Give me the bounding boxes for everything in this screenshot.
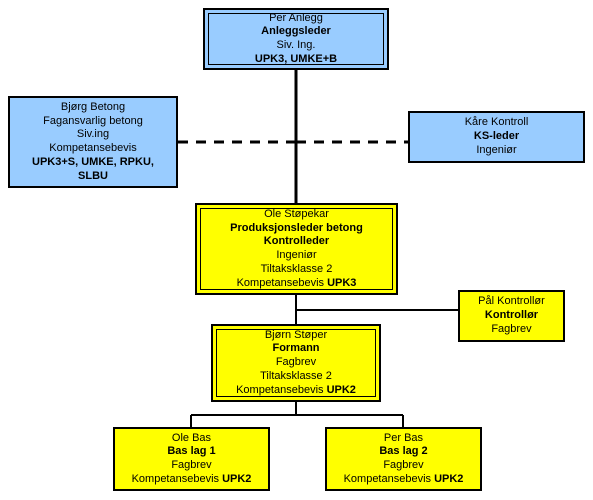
node-bas2-line: Bas lag 2 <box>379 445 427 459</box>
node-betong-line: Siv.ing <box>77 128 109 142</box>
node-anlegg-line: Siv. Ing. <box>277 39 316 53</box>
node-kontrollor-line: Pål Kontrollør <box>478 295 545 309</box>
node-anlegg-line: Per Anlegg <box>269 12 323 26</box>
node-anlegg-line: UPK3, UMKE+B <box>255 53 337 67</box>
node-stoper: Bjørn StøperFormannFagbrevTiltaksklasse … <box>211 324 381 402</box>
node-kontrollor: Pål KontrollørKontrollørFagbrev <box>458 290 565 342</box>
node-betong-line: Fagansvarlig betong <box>43 115 143 129</box>
node-bas2: Per BasBas lag 2FagbrevKompetansebevis U… <box>325 427 482 491</box>
node-kontroll-line: Ingeniør <box>476 144 516 158</box>
node-kontroll-line: KS-leder <box>474 130 519 144</box>
node-kontrollor-line: Kontrollør <box>485 309 538 323</box>
node-betong: Bjørg BetongFagansvarlig betongSiv.ingKo… <box>8 96 178 188</box>
node-betong-line: UPK3+S, UMKE, RPKU, SLBU <box>16 156 170 184</box>
node-stopekar-line: Kontrolleder <box>264 235 329 249</box>
node-betong-line: Kompetansebevis <box>49 142 136 156</box>
node-stoper-line: Bjørn Støper <box>265 329 327 343</box>
node-kontroll-line: Kåre Kontroll <box>465 116 529 130</box>
node-bas1: Ole BasBas lag 1FagbrevKompetansebevis U… <box>113 427 270 491</box>
node-stoper-line: Formann <box>272 342 319 356</box>
node-bas2-line: Kompetansebevis UPK2 <box>344 473 464 487</box>
node-stopekar-line: Produksjonsleder betong <box>230 222 363 236</box>
node-bas1-line: Bas lag 1 <box>167 445 215 459</box>
node-stopekar-line: Ole Støpekar <box>264 208 329 222</box>
node-bas1-line: Ole Bas <box>172 432 211 446</box>
node-bas2-line: Per Bas <box>384 432 423 446</box>
node-stoper-line: Tiltaksklasse 2 <box>260 370 332 384</box>
node-stopekar: Ole StøpekarProduksjonsleder betongKontr… <box>195 203 398 295</box>
node-kontroll: Kåre KontrollKS-lederIngeniør <box>408 111 585 163</box>
node-anlegg-line: Anleggsleder <box>261 25 331 39</box>
node-betong-line: Bjørg Betong <box>61 101 125 115</box>
node-stoper-line: Fagbrev <box>276 356 316 370</box>
node-anlegg: Per AnleggAnleggslederSiv. Ing.UPK3, UMK… <box>203 8 389 70</box>
node-bas1-line: Fagbrev <box>171 459 211 473</box>
node-stopekar-line: Tiltaksklasse 2 <box>261 263 333 277</box>
node-stoper-line: Kompetansebevis UPK2 <box>236 384 356 398</box>
node-bas1-line: Kompetansebevis UPK2 <box>132 473 252 487</box>
node-bas2-line: Fagbrev <box>383 459 423 473</box>
node-stopekar-line: Kompetansebevis UPK3 <box>237 277 357 291</box>
node-stopekar-line: Ingeniør <box>276 249 316 263</box>
node-kontrollor-line: Fagbrev <box>491 323 531 337</box>
